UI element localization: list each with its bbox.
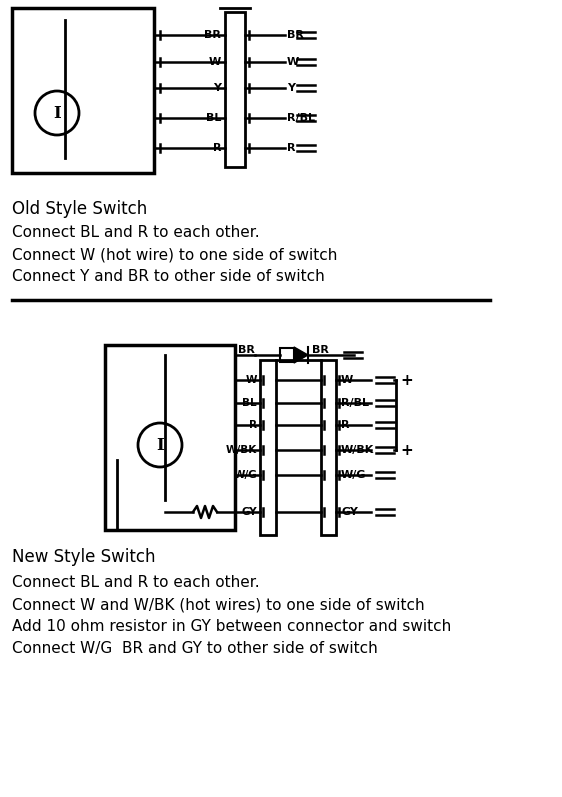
- Text: BR: BR: [238, 345, 255, 355]
- Text: Connect W and W/BK (hot wires) to one side of switch: Connect W and W/BK (hot wires) to one si…: [12, 597, 425, 612]
- Text: W/BK: W/BK: [341, 445, 374, 455]
- Text: R: R: [287, 143, 296, 153]
- Text: BL: BL: [206, 113, 221, 123]
- Polygon shape: [294, 347, 308, 363]
- Text: Connect W/G  BR and GY to other side of switch: Connect W/G BR and GY to other side of s…: [12, 641, 378, 656]
- Text: +: +: [400, 442, 413, 457]
- Text: Add 10 ohm resistor in GY between connector and switch: Add 10 ohm resistor in GY between connec…: [12, 619, 451, 634]
- Text: R/BL: R/BL: [341, 398, 369, 408]
- Text: BR: BR: [312, 345, 329, 355]
- Text: BR: BR: [287, 30, 304, 40]
- Text: Y: Y: [287, 83, 295, 93]
- Bar: [321, 360, 336, 535]
- Text: Connect W (hot wire) to one side of switch: Connect W (hot wire) to one side of swit…: [12, 247, 337, 262]
- Text: W: W: [287, 57, 299, 67]
- Bar: [280, 348, 294, 362]
- Text: W: W: [209, 57, 221, 67]
- Bar: [225, 12, 245, 167]
- Text: Y: Y: [213, 83, 221, 93]
- Text: W: W: [246, 375, 257, 385]
- Text: GY: GY: [341, 507, 358, 517]
- Text: I: I: [53, 104, 61, 121]
- Text: +: +: [400, 372, 413, 387]
- Bar: [260, 360, 276, 535]
- Text: BR: BR: [204, 30, 221, 40]
- Text: Old Style Switch: Old Style Switch: [12, 200, 147, 218]
- Bar: [105, 345, 235, 530]
- Text: New Style Switch: New Style Switch: [12, 548, 156, 566]
- Text: R: R: [212, 143, 221, 153]
- Text: GY: GY: [241, 507, 257, 517]
- Text: I: I: [156, 437, 164, 453]
- Text: R/BL: R/BL: [287, 113, 315, 123]
- Text: Connect BL and R to each other.: Connect BL and R to each other.: [12, 225, 260, 240]
- Text: W/G: W/G: [341, 470, 366, 480]
- Text: W/G: W/G: [233, 470, 257, 480]
- Text: Connect Y and BR to other side of switch: Connect Y and BR to other side of switch: [12, 269, 325, 284]
- Text: R: R: [249, 420, 257, 430]
- Text: W/BK: W/BK: [226, 445, 257, 455]
- Text: W: W: [341, 375, 353, 385]
- Text: Connect BL and R to each other.: Connect BL and R to each other.: [12, 575, 260, 590]
- Bar: [12, 8, 154, 173]
- Text: R: R: [341, 420, 350, 430]
- Text: BL: BL: [242, 398, 257, 408]
